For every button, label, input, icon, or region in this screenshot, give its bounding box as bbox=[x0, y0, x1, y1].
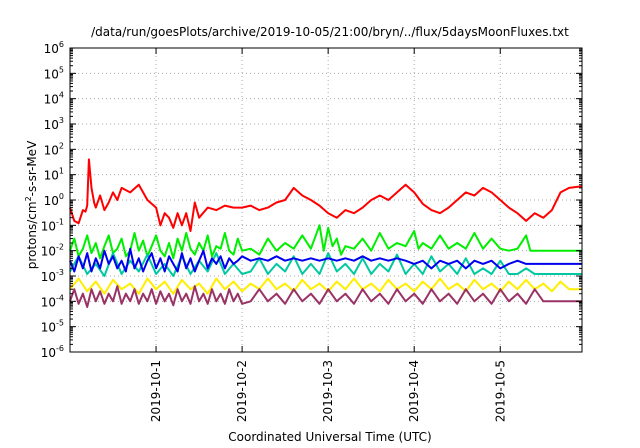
y-tick-label: 105 bbox=[44, 65, 64, 81]
x-axis-ticks: 2019-10-1 2019-10-2 2019-10-3 2019-10-4 2019… bbox=[149, 48, 507, 422]
y-tick-base: 10 bbox=[44, 169, 59, 183]
y-tick-exp: -3 bbox=[56, 268, 64, 277]
y-tick-label: 10-5 bbox=[41, 319, 64, 335]
y-tick-exp: 4 bbox=[59, 91, 64, 100]
chart-title: /data/run/goesPlots/archive/2019-10-05/2… bbox=[91, 25, 569, 39]
y-tick-exp: -4 bbox=[56, 293, 64, 302]
y-tick-base: 10 bbox=[41, 245, 56, 259]
series-line-5 bbox=[69, 277, 582, 295]
y-tick-label: 10-2 bbox=[41, 243, 64, 259]
y-tick-exp: 2 bbox=[59, 141, 64, 150]
y-tick-label: 10-4 bbox=[41, 293, 64, 309]
y-tick-base: 10 bbox=[44, 42, 59, 56]
y-axis-ticks: 10-610-510-410-310-210-11001011021031041… bbox=[41, 40, 582, 360]
y-tick-exp: 1 bbox=[59, 167, 64, 176]
y-tick-exp: 5 bbox=[59, 65, 64, 74]
x-axis-label: Coordinated Universal Time (UTC) bbox=[228, 430, 431, 444]
x-tick-label: 2019-10-3 bbox=[321, 360, 335, 422]
y-axis-label: protons/cm2-s-sr-MeV bbox=[24, 140, 39, 269]
y-tick-exp: 0 bbox=[59, 192, 64, 201]
y-tick-label: 10-3 bbox=[41, 268, 64, 284]
y-tick-base: 10 bbox=[44, 194, 59, 208]
series-line-3 bbox=[69, 252, 582, 277]
y-tick-label: 102 bbox=[44, 141, 64, 157]
y-tick-exp: -5 bbox=[56, 319, 64, 328]
y-tick-base: 10 bbox=[44, 118, 59, 132]
series-group bbox=[69, 158, 583, 308]
series-line-1 bbox=[69, 158, 583, 232]
y-tick-base: 10 bbox=[41, 270, 56, 284]
series-line-2 bbox=[69, 224, 582, 260]
y-tick-base: 10 bbox=[44, 93, 59, 107]
y-tick-exp: -2 bbox=[56, 243, 64, 252]
x-tick-label: 2019-10-1 bbox=[149, 360, 163, 422]
y-axis-label-tail: -s-sr-MeV bbox=[25, 140, 39, 196]
y-tick-base: 10 bbox=[41, 219, 56, 233]
y-tick-label: 104 bbox=[44, 91, 64, 107]
y-tick-base: 10 bbox=[44, 143, 59, 157]
y-axis-label-main: protons/cm bbox=[25, 201, 39, 269]
y-tick-label: 101 bbox=[44, 167, 64, 183]
y-tick-label: 100 bbox=[44, 192, 64, 208]
series-line-6 bbox=[69, 285, 582, 308]
y-tick-label: 10-6 bbox=[41, 344, 64, 360]
y-tick-exp: -1 bbox=[56, 217, 64, 226]
y-tick-base: 10 bbox=[44, 67, 59, 81]
y-tick-label: 106 bbox=[44, 40, 64, 56]
y-tick-label: 10-1 bbox=[41, 217, 64, 233]
y-tick-exp: -6 bbox=[56, 344, 64, 353]
y-tick-base: 10 bbox=[41, 346, 56, 360]
y-tick-label: 103 bbox=[44, 116, 64, 132]
x-tick-label: 2019-10-5 bbox=[493, 360, 507, 422]
series-line-4 bbox=[69, 247, 582, 273]
y-axis-label-sup: 2 bbox=[24, 196, 33, 201]
y-tick-exp: 3 bbox=[59, 116, 64, 125]
x-tick-label: 2019-10-2 bbox=[235, 360, 249, 422]
y-tick-exp: 6 bbox=[59, 40, 64, 49]
x-tick-label: 2019-10-4 bbox=[407, 360, 421, 422]
y-tick-base: 10 bbox=[41, 321, 56, 335]
y-tick-base: 10 bbox=[41, 295, 56, 309]
